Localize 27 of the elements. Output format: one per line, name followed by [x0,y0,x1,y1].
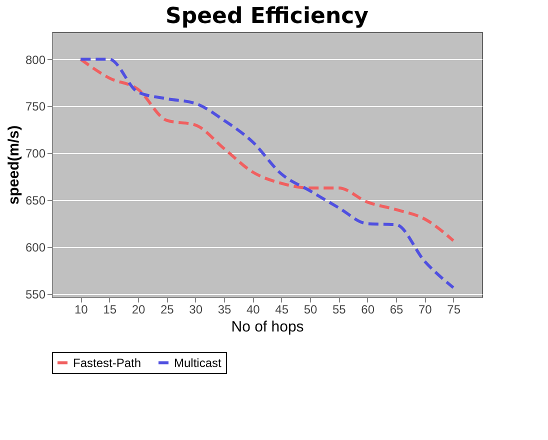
y-tick-label: 750 [25,100,46,114]
y-tick-label: 700 [25,146,46,161]
x-tick-label: 75 [447,302,461,316]
legend-label: Multicast [174,356,222,370]
y-axis-title: speed(m/s) [5,125,22,205]
x-tick-label: 30 [189,302,203,316]
y-tick-label: 650 [25,194,46,208]
x-tick-label: 70 [418,302,432,316]
x-tick-label: 45 [275,302,289,316]
x-axis-title: No of hops [231,318,304,336]
x-tick-label: 55 [332,302,346,316]
x-tick-label: 35 [218,302,232,316]
x-tick-label: 40 [246,302,260,316]
x-tick-label: 50 [304,302,318,316]
x-tick-label: 25 [160,302,174,316]
line-series [79,58,455,242]
x-tick-label: 20 [132,302,146,316]
legend-label: Fastest-Path [73,356,142,370]
chart-title: Speed Efficiency [166,4,368,29]
x-tick-label: 15 [103,302,117,316]
y-tick-label: 800 [25,52,46,67]
line-series [79,58,455,290]
x-tick-label: 10 [74,302,88,316]
y-tick-label: 550 [25,288,46,302]
x-tick-label: 65 [390,302,404,316]
x-tick-label: 60 [361,302,375,316]
y-tick-label: 600 [25,240,46,255]
